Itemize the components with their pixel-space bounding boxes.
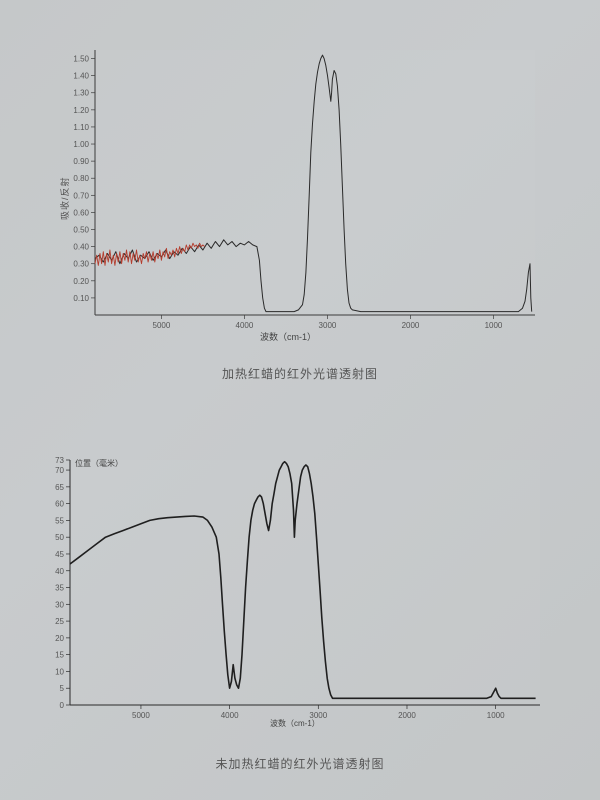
svg-text:0.40: 0.40	[73, 243, 89, 252]
svg-text:10: 10	[55, 667, 64, 676]
chart2-xlabel: 波数（cm-1）	[270, 718, 320, 729]
chart2-ylabel: 位置（毫米）	[75, 458, 123, 469]
svg-text:1.50: 1.50	[73, 55, 89, 64]
svg-text:0.70: 0.70	[73, 191, 89, 200]
svg-text:60: 60	[55, 500, 64, 509]
svg-text:2000: 2000	[402, 321, 420, 330]
svg-text:40: 40	[55, 567, 64, 576]
svg-text:5: 5	[60, 684, 65, 693]
svg-text:30: 30	[55, 600, 64, 609]
chart1-xlabel: 波数（cm-1）	[260, 330, 316, 343]
svg-text:15: 15	[55, 651, 64, 660]
svg-text:2000: 2000	[398, 711, 416, 720]
svg-text:1000: 1000	[485, 321, 503, 330]
svg-text:0.10: 0.10	[73, 294, 89, 303]
svg-text:45: 45	[55, 550, 64, 559]
svg-text:70: 70	[55, 466, 64, 475]
svg-text:73: 73	[55, 456, 64, 465]
svg-text:20: 20	[55, 634, 64, 643]
svg-text:1.20: 1.20	[73, 106, 89, 115]
svg-text:65: 65	[55, 483, 64, 492]
svg-text:0.50: 0.50	[73, 226, 89, 235]
svg-text:1.40: 1.40	[73, 72, 89, 81]
svg-text:50: 50	[55, 533, 64, 542]
svg-text:5000: 5000	[153, 321, 171, 330]
svg-text:1.30: 1.30	[73, 89, 89, 98]
chart1-svg: 0.10 0.20 0.30 0.40 0.50 0.60 0.70 0.80 0.90 1.00…	[0, 0, 600, 420]
svg-text:4000: 4000	[236, 321, 254, 330]
svg-text:35: 35	[55, 584, 64, 593]
svg-text:0: 0	[60, 701, 65, 710]
svg-text:55: 55	[55, 516, 64, 525]
svg-text:0.30: 0.30	[73, 260, 89, 269]
chart2-caption: 未加热红蜡的红外光谱透射图	[0, 755, 600, 772]
svg-text:0.90: 0.90	[73, 157, 89, 166]
chart1-caption: 加热红蜡的红外光谱透射图	[0, 365, 600, 382]
svg-text:1.00: 1.00	[73, 140, 89, 149]
svg-text:0.80: 0.80	[73, 174, 89, 183]
svg-text:1000: 1000	[487, 711, 505, 720]
svg-text:3000: 3000	[319, 321, 337, 330]
chart1-ylabel: 吸收/反射	[58, 176, 71, 220]
svg-text:0.60: 0.60	[73, 208, 89, 217]
svg-text:0.20: 0.20	[73, 277, 89, 286]
svg-text:25: 25	[55, 617, 64, 626]
svg-text:5000: 5000	[132, 711, 150, 720]
svg-text:1.10: 1.10	[73, 123, 89, 132]
svg-text:4000: 4000	[221, 711, 239, 720]
page-root: 0.10 0.20 0.30 0.40 0.50 0.60 0.70 0.80 0.90 1.00…	[0, 0, 600, 800]
